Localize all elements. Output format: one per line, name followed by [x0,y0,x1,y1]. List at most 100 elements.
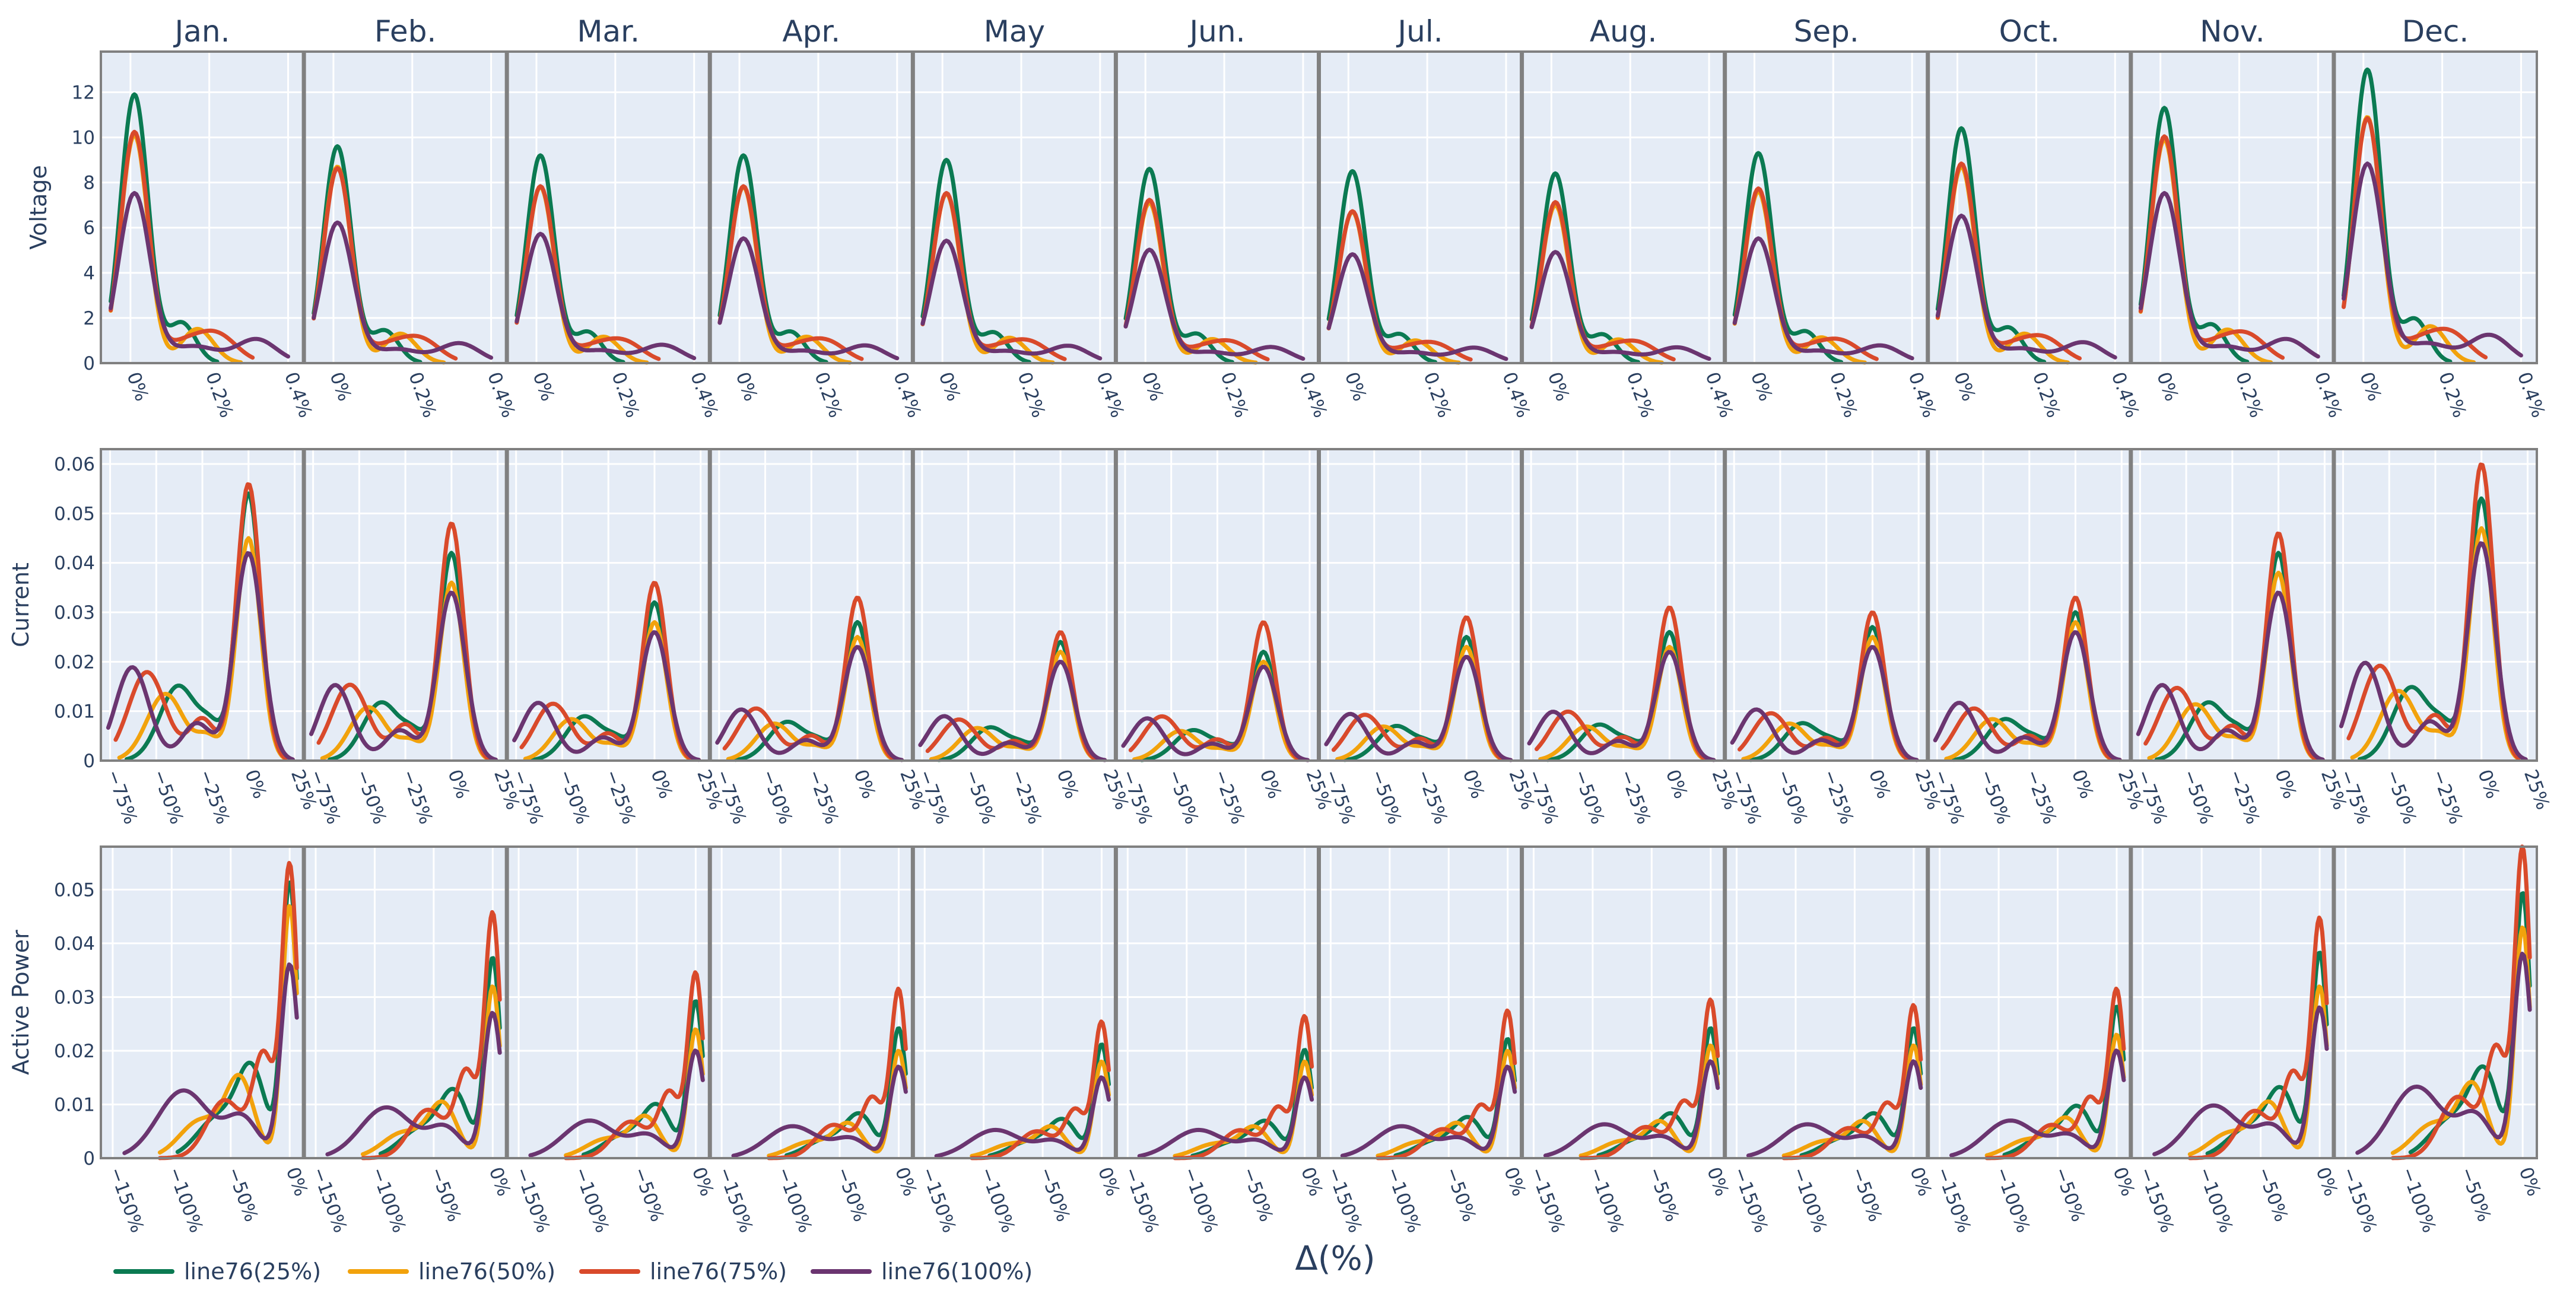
panel: 0% 0.2% 0.4% [707,52,925,421]
series-line [1935,161,2082,361]
x-tick-label: −150% [2135,1164,2178,1235]
series-line [722,596,897,762]
x-tick-label: 0.4% [483,369,519,420]
series-line [109,190,290,359]
x-tick-label: 0% [443,767,474,802]
x-tick-label: −25% [601,767,640,826]
series-line [1732,236,1914,361]
x-tick-label: 0% [1864,767,1895,802]
panel-grid: Jan. Feb. Mar. Apr. May Jun. Jul. Aug. Sep. Oct. N… [8,14,2553,1235]
x-tick-label: −150% [1323,1164,1366,1235]
y-tick-label: 0 [83,353,95,374]
month-title: Mar. [577,14,640,49]
panel-background [2130,847,2334,1158]
panel: −150% −100% −50% 0% [2129,847,2342,1235]
x-tick-label: 0.4% [2513,369,2549,420]
series-line [2342,161,2523,358]
panel: 0% 0.2% 0.4% [2129,52,2346,421]
x-tick-label: 0.2% [607,369,643,420]
series-line [325,1010,502,1156]
month-title: Apr. [782,14,840,49]
x-tick-label: 0.2% [1419,369,1456,420]
x-tick-label: 0% [1341,369,1371,404]
panel-background [1927,52,2131,363]
x-tick-label: −50% [1644,1164,1683,1224]
x-tick-label: 0.4% [1904,369,1940,420]
x-tick-label: 0.2% [1622,369,1659,420]
series-line [106,551,295,762]
x-tick-label: −50% [832,1164,871,1224]
series-line [1543,1059,1720,1158]
chart-labels: Δ(%) [1295,1239,1375,1278]
series-line [1527,650,1716,762]
month-title: Sep. [1794,14,1859,49]
series-line [2152,1005,2329,1156]
panel: −150% −100% −50% 0% [707,847,921,1235]
y-tick-label: 4 [83,263,95,284]
row-border [100,845,2538,1159]
series-line [1940,596,2115,762]
y-tick-label: 0.02 [54,1041,95,1062]
series-line [2355,952,2532,1155]
x-tick-label: −25% [195,767,234,826]
x-tick-label: −75% [102,767,141,826]
legend-label: line76(100%) [881,1258,1033,1285]
series-line [1128,620,1303,762]
y-tick-label: 0.05 [54,503,95,524]
x-tick-label: 0% [1746,369,1777,404]
series-line [1933,630,2122,762]
x-tick-label: −50% [2456,1164,2495,1224]
panel: −150% −100% −50% 0% [1113,847,1327,1235]
x-tick-label: 0% [2355,369,2386,404]
x-tick-label: 0% [1459,767,1489,802]
panel: −75% −50% −25% 0% 25% [1113,449,1336,827]
month-title: Jun. [1187,14,1245,49]
legend-item: line76(50%) [348,1258,555,1285]
x-tick-label: 0% [1543,369,1574,404]
series-line [157,861,299,1161]
panel: −75% −50% −25% 0% 25% [1520,449,1742,827]
panel: 0% 0.2% 0.4% [2332,52,2549,421]
series-line [109,129,255,360]
series-line [122,962,299,1155]
y-tick-label: 0.03 [54,987,95,1008]
x-tick-label: −100% [976,1164,1019,1235]
series-line [767,986,908,1161]
x-tick-label: −100% [570,1164,613,1235]
x-tick-label: 0.4% [2107,369,2143,420]
x-tick-label: 0% [2515,1164,2545,1199]
series-line [564,970,705,1161]
x-tick-label: −25% [803,767,843,826]
x-tick-label: −25% [2427,767,2466,826]
series-line [970,1019,1111,1161]
x-tick-label: 0% [122,369,153,404]
series-line [2138,134,2285,360]
panel: 0% 0.2% 0.4% [1113,52,1331,421]
panel-background [1116,847,1319,1158]
panel-background [913,847,1116,1158]
series-line [934,1075,1111,1158]
x-tick-label: −100% [164,1164,207,1235]
panel-background [2333,52,2537,363]
x-tick-label: −25% [1006,767,1046,826]
legend: line76(25%) line76(50%) line76(75%) line76(… [113,1258,1033,1285]
panel: 0% 0.2% 0.4% [910,52,1128,421]
series-line [361,910,502,1161]
y-axis-label: Active Power [8,930,34,1075]
x-tick-label: 0% [732,369,762,404]
panel: 0% 0.2% 0.4% [1926,52,2143,421]
panel-background [1724,847,1928,1158]
y-tick-label: 0.01 [54,701,95,723]
x-tick-label: −150% [714,1164,757,1235]
month-title: Nov. [2200,14,2265,49]
series-line [1935,214,2117,360]
x-tick-label: −50% [1975,767,2015,826]
x-tick-label: 0% [1949,369,1980,404]
series-line [920,239,1103,361]
series-line [717,236,900,361]
panel-background [101,52,304,363]
series-line [1732,186,1879,361]
panel: 0% 0.2% 0.4% [1723,52,1940,421]
x-tick-label: −100% [367,1164,410,1235]
panel-background [710,847,913,1158]
